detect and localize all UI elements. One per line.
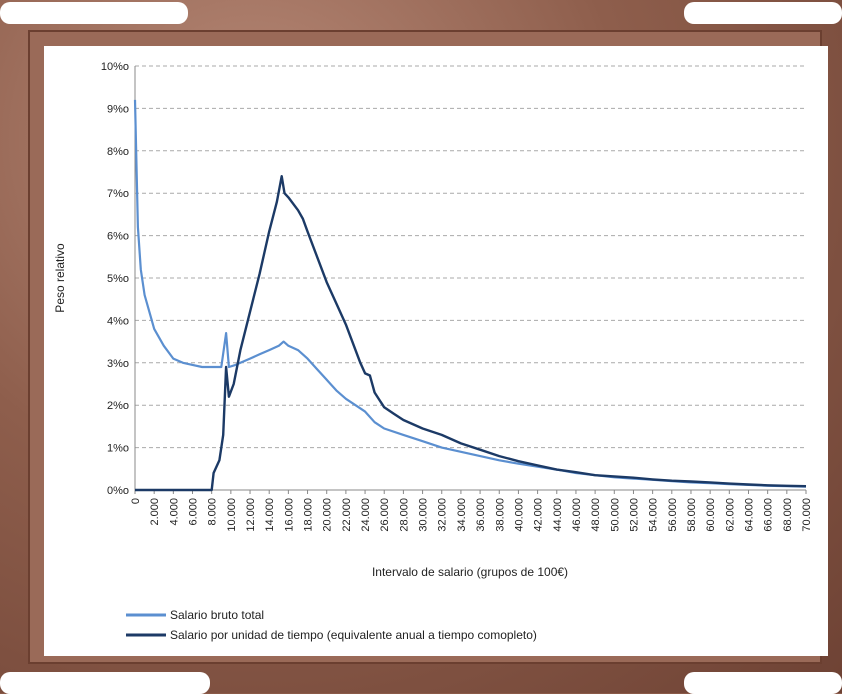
series-line-2 (135, 175, 807, 492)
y-tick-label: 5%o (107, 273, 129, 285)
x-tick-label: 2.000 (149, 498, 161, 526)
x-tick-label: 60.000 (705, 498, 717, 532)
x-tick-label: 20.000 (322, 498, 334, 532)
x-tick-label: 26.000 (379, 498, 391, 532)
x-tick-label: 58.000 (686, 498, 698, 532)
x-tick-label: 4.000 (168, 498, 180, 526)
x-tick-label: 56.000 (667, 498, 679, 532)
frame-tab (684, 2, 842, 24)
x-tick-label: 8.000 (207, 498, 219, 526)
x-tick-label: 46.000 (571, 498, 583, 532)
x-tick-label: 16.000 (283, 498, 295, 532)
x-tick-labels: 0 2.000 4.000 6.000 8.000 10.000 12.000 14.000 1… (130, 498, 813, 532)
y-tick-label: 4%o (107, 315, 129, 327)
x-tick-label: 62.000 (724, 498, 736, 532)
y-tick-label: 6%o (107, 231, 129, 243)
legend-label-series-1: Salario bruto total (170, 608, 264, 622)
y-tick-label: 1%o (107, 443, 129, 455)
x-tick-label: 6.000 (188, 498, 200, 526)
y-tick-label: 10%o (101, 61, 129, 73)
axes (134, 66, 807, 494)
x-tick-label: 38.000 (494, 498, 506, 532)
x-tick-label: 66.000 (763, 498, 775, 532)
x-tick-label: 54.000 (648, 498, 660, 532)
x-tick-label: 52.000 (628, 498, 640, 532)
legend-label-series-2: Salario por unidad de tiempo (equivalent… (170, 628, 537, 642)
x-tick-label: 18.000 (303, 498, 315, 532)
gridlines (135, 65, 806, 449)
x-tick-label: 0 (130, 498, 142, 504)
x-tick-label: 32.000 (437, 498, 449, 532)
y-tick-label: 7%o (107, 188, 129, 200)
y-tick-label: 2%o (107, 400, 129, 412)
x-tick-label: 50.000 (609, 498, 621, 532)
x-tick-label: 14.000 (264, 498, 276, 532)
frame-tab (0, 672, 210, 694)
x-tick-label: 40.000 (513, 498, 525, 532)
x-tick-label: 10.000 (226, 498, 238, 532)
series-lines (133, 99, 807, 492)
frame-tab (0, 2, 188, 24)
x-tick-label: 68.000 (782, 498, 794, 532)
y-tick-label: 3%o (107, 358, 129, 370)
x-tick-label: 70.000 (801, 498, 813, 532)
legend: Salario bruto total Salario por unidad d… (126, 608, 537, 642)
x-tick-label: 22.000 (341, 498, 353, 532)
x-tick-label: 36.000 (475, 498, 487, 532)
x-tick-label: 30.000 (418, 498, 430, 532)
y-tick-labels: 0%o 1%o 2%o 3%o 4%o 5%o 6%o 7%o 8%o 9%o 10%o (101, 61, 129, 497)
series-line-1 (133, 99, 807, 488)
chart-panel (44, 46, 828, 656)
x-tick-label: 42.000 (533, 498, 545, 532)
y-tick-label: 8%o (107, 146, 129, 158)
x-tick-label: 48.000 (590, 498, 602, 532)
y-tick-label: 0%o (107, 485, 129, 497)
x-axis-label: Intervalo de salario (grupos de 100€) (372, 565, 568, 579)
x-tick-label: 28.000 (398, 498, 410, 532)
y-tick-label: 9%o (107, 103, 129, 115)
frame-tab (684, 672, 842, 694)
y-axis-label: Peso relativo (53, 243, 67, 313)
x-tick-label: 64.000 (743, 498, 755, 532)
x-tick-label: 44.000 (552, 498, 564, 532)
x-tick-label: 34.000 (456, 498, 468, 532)
x-tick-label: 24.000 (360, 498, 372, 532)
x-tick-label: 12.000 (245, 498, 257, 532)
